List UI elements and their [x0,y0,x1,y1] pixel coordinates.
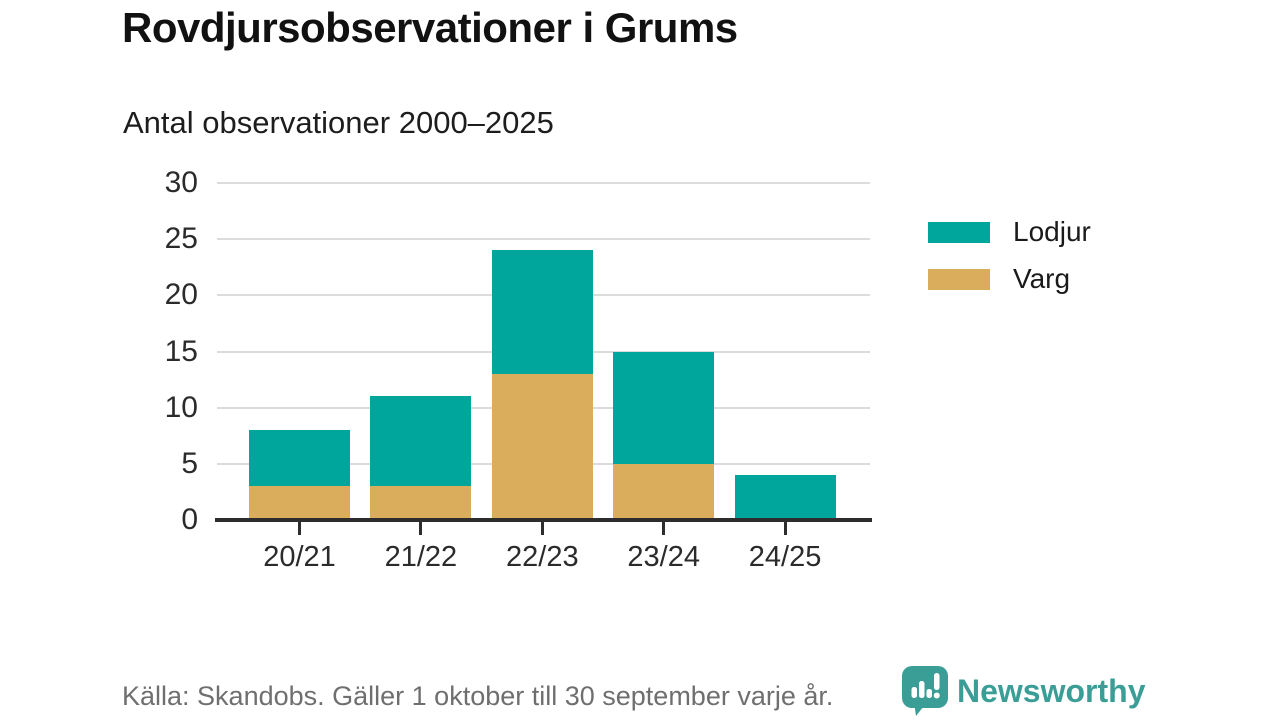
y-tick-label: 0 [181,503,198,536]
bar-segment-varg-23/24 [613,463,715,520]
legend-label-varg: Varg [1013,263,1071,294]
y-tick-label: 5 [181,446,198,480]
x-tick-mark [540,522,544,535]
legend-swatch-lodjur [928,221,990,243]
source-note: Källa: Skandobs. Gäller 1 oktober till 3… [122,681,834,711]
bar-segment-varg-21/22 [370,486,472,520]
bar-segment-lodjur-20/21 [249,430,350,487]
axis-baseline [215,518,872,522]
newsworthy-brand: Newsworthy [902,666,1145,716]
x-tick-label: 22/23 [506,541,579,573]
y-tick-label: 30 [164,166,198,199]
x-tick-mark [419,522,423,535]
newsworthy-wordmark: Newsworthy [957,672,1146,709]
bar-chart-speech-bubble-icon [902,666,948,716]
bar-segment-lodjur-21/22 [370,396,472,487]
x-tick-mark [662,522,666,535]
chart-subtitle: Antal observationer 2000–2025 [123,105,554,140]
chart-title: Rovdjursobservationer i Grums [122,4,738,51]
bar-segment-lodjur-22/23 [491,250,593,374]
gridline [217,238,870,241]
y-tick-label: 10 [164,390,198,424]
bar-segment-lodjur-24/25 [734,475,836,520]
legend-row-lodjur: Lodjur [928,216,1091,248]
legend-swatch-varg [928,268,990,290]
bar-segment-varg-22/23 [491,373,593,520]
x-tick-label: 20/21 [263,541,336,573]
x-tick-mark [298,522,301,535]
x-tick-label: 23/24 [627,541,700,573]
bar-segment-varg-20/21 [249,486,350,520]
bar-segment-lodjur-23/24 [613,351,715,464]
y-tick-label: 20 [164,278,198,312]
legend-row-varg: Varg [928,263,1070,295]
x-tick-mark [783,522,787,535]
gridline [217,182,870,184]
x-tick-label: 24/25 [748,541,822,573]
y-tick-label: 25 [164,222,198,256]
x-tick-label: 21/22 [384,541,458,573]
legend-label-lodjur: Lodjur [1013,216,1091,247]
y-tick-label: 15 [164,334,198,368]
